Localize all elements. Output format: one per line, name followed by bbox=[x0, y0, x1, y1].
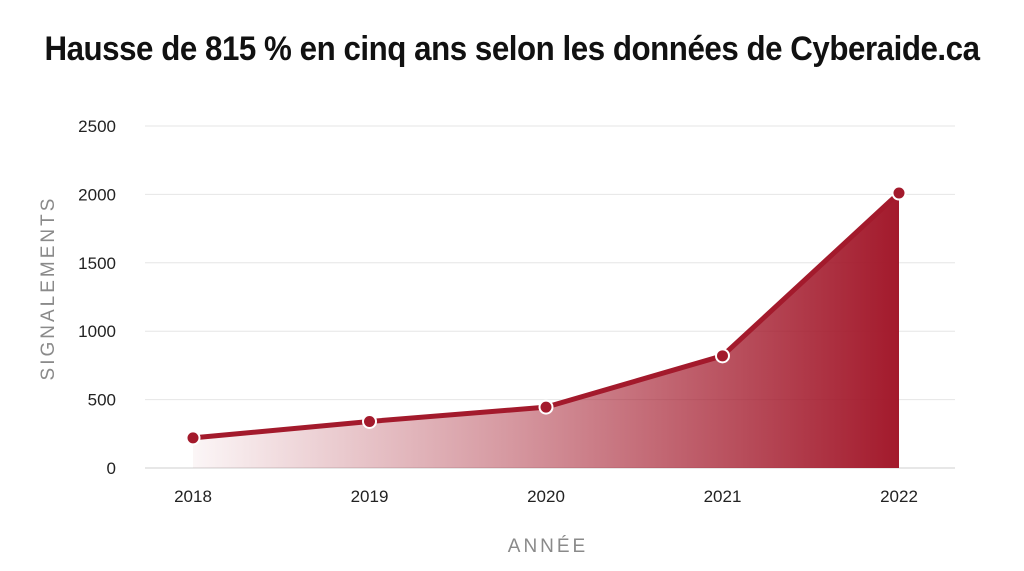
data-point-2019 bbox=[362, 413, 377, 429]
label-layer: 0 500 1000 1500 2000 2500 2018 2019 2020 2021 2022 bbox=[78, 117, 918, 506]
chart-title: Hausse de 815 % en cinq ans selon les do… bbox=[44, 30, 980, 68]
data-point-2018 bbox=[185, 430, 201, 446]
area-fill bbox=[193, 193, 899, 469]
data-point-2020 bbox=[538, 399, 554, 415]
data-point-2022 bbox=[891, 185, 907, 201]
point-layer bbox=[185, 185, 907, 446]
area-layer bbox=[193, 193, 899, 469]
y-tick-label: 500 bbox=[88, 391, 116, 410]
x-tick-label: 2018 bbox=[174, 487, 212, 506]
y-tick-label: 2000 bbox=[78, 185, 116, 204]
y-tick-label: 1000 bbox=[78, 322, 116, 341]
x-tick-label: 2021 bbox=[704, 487, 742, 506]
y-tick-label: 1500 bbox=[78, 254, 116, 273]
y-axis-title: SIGNALEMENTS bbox=[38, 196, 59, 381]
x-tick-label: 2022 bbox=[880, 487, 918, 506]
y-tick-label: 2500 bbox=[78, 117, 116, 136]
x-axis-title: ANNÉE bbox=[508, 536, 588, 557]
y-tick-label: 0 bbox=[107, 459, 116, 478]
x-tick-label: 2020 bbox=[527, 487, 565, 506]
x-tick-label: 2019 bbox=[351, 487, 389, 506]
data-point-2021 bbox=[715, 348, 730, 364]
